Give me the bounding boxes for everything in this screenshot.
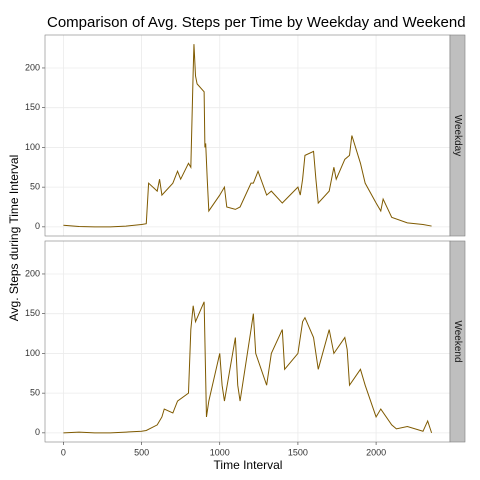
y-tick-label: 150 [25, 308, 40, 318]
y-tick-label: 50 [30, 388, 40, 398]
panel [45, 241, 450, 442]
y-tick-label: 100 [25, 348, 40, 358]
strip [449, 34, 466, 237]
y-tick-label: 100 [25, 142, 40, 152]
strip [449, 240, 466, 443]
line [63, 301, 433, 434]
x-tick-label: 2000 [366, 447, 386, 457]
strip-label: Weekday [452, 115, 463, 157]
y-tick-label: 0 [35, 427, 40, 437]
x-tick-label: 1000 [210, 447, 230, 457]
y-tick-label: 200 [25, 268, 40, 278]
x-tick-label: 1500 [288, 447, 308, 457]
strip-label: Weekend [452, 320, 463, 362]
y-tick-label: 200 [25, 62, 40, 72]
panel [45, 35, 450, 236]
line [63, 44, 432, 228]
y-tick-label: 150 [25, 102, 40, 112]
x-tick-label: 500 [134, 447, 149, 457]
y-tick-label: 0 [35, 221, 40, 231]
x-axis-title: Time Interval [214, 458, 283, 472]
x-tick-label: 0 [61, 447, 66, 457]
chart-title: Comparison of Avg. Steps per Time by Wee… [47, 14, 466, 31]
y-axis-title: Avg. Steps during Time Interval [7, 155, 21, 322]
y-tick-label: 50 [30, 182, 40, 192]
